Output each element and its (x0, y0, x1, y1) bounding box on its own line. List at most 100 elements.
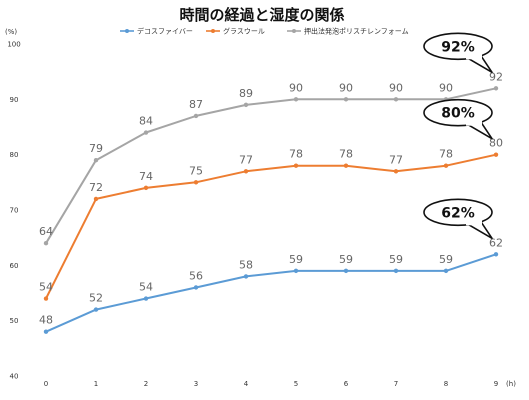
data-label: 72 (89, 181, 103, 194)
data-point (193, 113, 199, 119)
data-label: 75 (189, 164, 203, 177)
data-point (143, 185, 149, 191)
y-tick-label: 60 (10, 262, 19, 270)
y-tick-label: 50 (10, 317, 19, 325)
callout: 80% (423, 98, 493, 140)
series-line (45, 253, 497, 333)
y-axis-ticks: 40 50 60 70 80 90 100 (7, 41, 20, 381)
data-label: 78 (339, 148, 353, 161)
callout: 92% (423, 32, 493, 74)
legend-label: グラスウール (223, 27, 265, 36)
data-point (243, 102, 249, 108)
data-label: 74 (139, 170, 153, 183)
data-point (93, 307, 99, 312)
series-layer: 48 52 54 56 58 59 59 59 59 62 54 72 74 75 77 78 78 77 78 80… (39, 70, 503, 334)
data-label: 48 (39, 314, 53, 327)
data-label: 79 (89, 142, 103, 155)
y-tick-label: 90 (10, 96, 19, 104)
chart-title: 時間の経過と湿度の関係 (179, 6, 344, 24)
x-axis-ticks: 0 1 2 3 4 5 6 7 8 9 (44, 380, 498, 388)
data-label: 52 (89, 292, 103, 305)
callout-text: 80% (441, 106, 475, 122)
data-point (243, 274, 249, 279)
data-label: 64 (39, 225, 53, 238)
data-label: 62 (489, 236, 503, 249)
callout-joint (466, 216, 482, 226)
data-label: 56 (189, 269, 203, 282)
data-point (193, 180, 199, 185)
x-tick-label: 4 (244, 380, 249, 388)
x-tick-label: 3 (194, 380, 198, 388)
x-tick-label: 8 (444, 380, 448, 388)
data-label: 59 (289, 253, 303, 266)
x-tick-label: 9 (494, 380, 498, 388)
y-tick-label: 100 (7, 41, 20, 49)
callout-layer: 92% 80% 62% (423, 32, 493, 240)
data-label: 78 (439, 148, 453, 161)
legend-marker (125, 29, 129, 33)
data-point (343, 268, 349, 274)
data-label: 87 (189, 98, 203, 111)
data-point (493, 252, 499, 257)
data-point (393, 268, 399, 274)
data-label: 59 (439, 253, 453, 266)
legend-marker (292, 29, 296, 33)
data-label: 58 (239, 258, 253, 271)
y-tick-label: 40 (10, 373, 19, 381)
data-label: 54 (39, 281, 53, 294)
data-point (43, 296, 49, 301)
data-point (393, 169, 399, 174)
data-point (43, 241, 49, 246)
data-point (293, 97, 299, 102)
x-tick-label: 7 (394, 380, 398, 388)
y-tick-label: 80 (10, 151, 19, 159)
data-label: 78 (289, 148, 303, 161)
series-line (45, 87, 497, 244)
data-label: 90 (439, 81, 453, 94)
data-label: 54 (139, 281, 153, 294)
x-tick-label: 5 (294, 380, 298, 388)
data-point (493, 152, 499, 157)
data-point (93, 196, 99, 202)
data-label: 59 (339, 253, 353, 266)
data-label: 59 (389, 253, 403, 266)
y-axis-unit: (%) (5, 28, 17, 36)
data-point (493, 86, 499, 91)
data-label: 77 (389, 153, 403, 166)
y-tick-label: 70 (10, 207, 19, 215)
data-point (143, 296, 149, 301)
callout-joint (466, 116, 482, 126)
x-tick-label: 6 (344, 380, 349, 388)
data-point (193, 285, 199, 290)
series-0: 48 52 54 56 58 59 59 59 59 62 (39, 236, 503, 334)
data-label: 90 (339, 81, 353, 94)
series-2: 64 79 84 87 89 90 90 90 90 92 (39, 70, 503, 246)
data-point (443, 268, 449, 274)
data-point (293, 268, 299, 274)
data-label: 77 (239, 153, 253, 166)
data-point (143, 130, 149, 135)
data-label: 90 (289, 81, 303, 94)
data-point (443, 163, 449, 168)
callout-text: 62% (441, 205, 475, 221)
data-label: 80 (489, 137, 503, 150)
legend: デコスファイバー グラスウール 押出法発泡ポリスチレンフォーム (120, 27, 409, 36)
data-point (293, 163, 299, 168)
x-tick-label: 0 (44, 380, 48, 388)
data-label: 89 (239, 87, 253, 100)
data-point (393, 97, 399, 102)
x-axis-unit: (h) (506, 380, 516, 388)
legend-label: 押出法発泡ポリスチレンフォーム (304, 27, 409, 36)
legend-marker (211, 29, 215, 33)
data-point (243, 169, 249, 174)
callout-joint (466, 50, 482, 60)
data-point (93, 158, 99, 163)
data-point (43, 329, 49, 334)
x-tick-label: 2 (144, 380, 148, 388)
data-point (343, 163, 349, 168)
x-tick-label: 1 (94, 380, 98, 388)
data-label: 90 (389, 81, 403, 94)
series-1: 54 72 74 75 77 78 78 77 78 80 (39, 137, 503, 301)
callout: 62% (423, 198, 493, 240)
